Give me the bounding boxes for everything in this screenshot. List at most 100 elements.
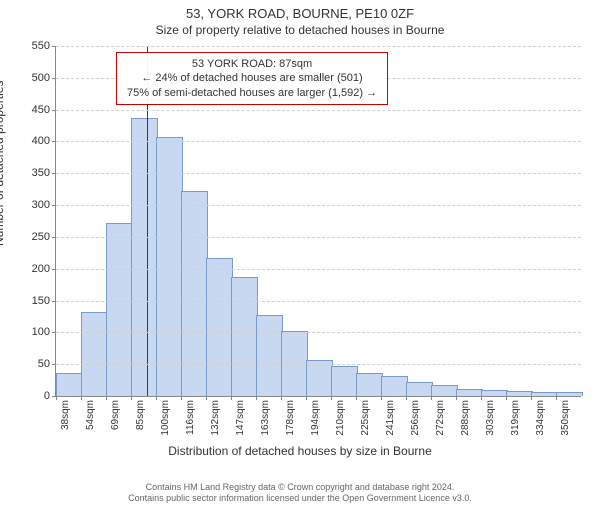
gridline: [56, 141, 581, 142]
histogram-bar: [331, 366, 358, 396]
xtick-mark: [81, 396, 82, 400]
ytick-mark: [52, 173, 56, 174]
histogram-bar: [456, 389, 483, 396]
xtick-label: 85sqm: [135, 400, 146, 430]
gridline: [56, 46, 581, 47]
xtick-label: 132sqm: [210, 400, 221, 436]
ytick-mark: [52, 301, 56, 302]
xtick-label: 147sqm: [235, 400, 246, 436]
ytick-label: 0: [44, 390, 50, 402]
ytick-label: 450: [32, 104, 50, 116]
page-title: 53, YORK ROAD, BOURNE, PE10 0ZF: [0, 6, 600, 21]
xtick-label: 272sqm: [435, 400, 446, 436]
xtick-mark: [181, 396, 182, 400]
ytick-mark: [52, 364, 56, 365]
gridline: [56, 269, 581, 270]
xtick-label: 225sqm: [360, 400, 371, 436]
chart-container: Number of detached properties 53 YORK RO…: [0, 46, 600, 466]
xtick-mark: [456, 396, 457, 400]
xtick-mark: [431, 396, 432, 400]
xtick-mark: [556, 396, 557, 400]
info-line: ← 24% of detached houses are smaller (50…: [127, 71, 377, 85]
ytick-mark: [52, 78, 56, 79]
histogram-bar: [181, 191, 208, 396]
info-line: 53 YORK ROAD: 87sqm: [127, 57, 377, 71]
gridline: [56, 205, 581, 206]
xtick-mark: [106, 396, 107, 400]
gridline: [56, 237, 581, 238]
footer: Contains HM Land Registry data © Crown c…: [0, 482, 600, 504]
xtick-label: 350sqm: [560, 400, 571, 436]
xtick-label: 69sqm: [110, 400, 121, 430]
xtick-mark: [281, 396, 282, 400]
xtick-mark: [231, 396, 232, 400]
gridline: [56, 364, 581, 365]
histogram-bar: [231, 277, 258, 396]
xtick-label: 241sqm: [385, 400, 396, 436]
xtick-label: 303sqm: [485, 400, 496, 436]
xtick-label: 210sqm: [335, 400, 346, 436]
ytick-label: 550: [32, 40, 50, 52]
ytick-label: 200: [32, 263, 50, 275]
xtick-mark: [206, 396, 207, 400]
xtick-label: 38sqm: [60, 400, 71, 430]
histogram-bar: [506, 391, 533, 396]
histogram-bar: [306, 360, 333, 396]
ytick-label: 250: [32, 231, 50, 243]
xtick-mark: [356, 396, 357, 400]
info-box: 53 YORK ROAD: 87sqm ← 24% of detached ho…: [116, 52, 388, 105]
histogram-bar: [556, 392, 583, 396]
page-subtitle: Size of property relative to detached ho…: [0, 23, 600, 37]
ytick-label: 400: [32, 135, 50, 147]
xtick-mark: [156, 396, 157, 400]
ytick-label: 50: [38, 358, 50, 370]
histogram-bar: [481, 390, 508, 396]
x-axis-label: Distribution of detached houses by size …: [0, 444, 600, 458]
histogram-bar: [156, 137, 183, 396]
xtick-mark: [56, 396, 57, 400]
gridline: [56, 301, 581, 302]
footer-line: Contains HM Land Registry data © Crown c…: [0, 482, 600, 493]
xtick-mark: [506, 396, 507, 400]
xtick-label: 256sqm: [410, 400, 421, 436]
xtick-label: 54sqm: [85, 400, 96, 430]
ytick-mark: [52, 237, 56, 238]
xtick-label: 319sqm: [510, 400, 521, 436]
xtick-mark: [256, 396, 257, 400]
ytick-mark: [52, 332, 56, 333]
gridline: [56, 173, 581, 174]
y-axis-label: Number of detached properties: [0, 81, 6, 246]
xtick-label: 288sqm: [460, 400, 471, 436]
xtick-label: 178sqm: [285, 400, 296, 436]
ytick-label: 150: [32, 295, 50, 307]
histogram-bar: [356, 373, 383, 396]
info-line: 75% of semi-detached houses are larger (…: [127, 86, 377, 100]
ytick-label: 350: [32, 167, 50, 179]
xtick-mark: [131, 396, 132, 400]
histogram-bar: [131, 118, 158, 396]
xtick-label: 116sqm: [185, 400, 196, 435]
ytick-mark: [52, 269, 56, 270]
gridline: [56, 332, 581, 333]
xtick-mark: [406, 396, 407, 400]
ytick-mark: [52, 141, 56, 142]
histogram-bar: [406, 382, 433, 396]
ytick-label: 100: [32, 326, 50, 338]
ytick-mark: [52, 46, 56, 47]
histogram-bar: [56, 373, 83, 396]
histogram-bar: [81, 312, 108, 396]
histogram-bar: [431, 385, 458, 396]
histogram-bar: [106, 223, 133, 396]
xtick-mark: [381, 396, 382, 400]
histogram-bar: [381, 376, 408, 396]
gridline: [56, 110, 581, 111]
xtick-mark: [481, 396, 482, 400]
xtick-label: 334sqm: [535, 400, 546, 436]
ytick-mark: [52, 110, 56, 111]
ytick-mark: [52, 205, 56, 206]
histogram-bar: [206, 258, 233, 396]
histogram-bar: [531, 392, 558, 396]
xtick-label: 163sqm: [260, 400, 271, 436]
xtick-mark: [306, 396, 307, 400]
xtick-mark: [331, 396, 332, 400]
